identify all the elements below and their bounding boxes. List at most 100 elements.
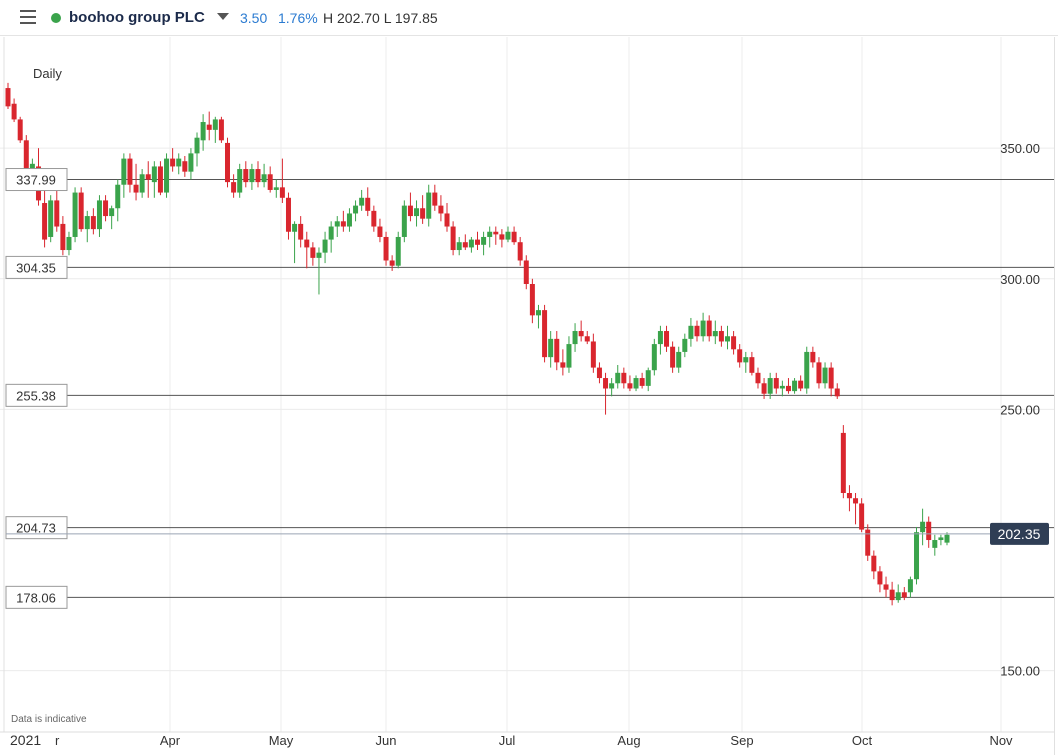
candle-body — [414, 208, 420, 217]
candle-body — [346, 213, 352, 227]
candle-body — [60, 223, 66, 251]
candle-body — [218, 119, 224, 141]
candle-body — [334, 221, 340, 227]
candle-body — [706, 320, 712, 337]
price-tick-label: 250.00 — [1000, 402, 1040, 417]
time-tick-label: Jun — [376, 733, 397, 748]
candle-body — [371, 210, 377, 227]
candle-body — [438, 205, 444, 214]
candle-body — [267, 174, 273, 190]
candle-body — [456, 242, 462, 251]
candle-body — [212, 119, 218, 130]
level-tag-label: 204.73 — [16, 521, 56, 536]
candle-body — [48, 200, 54, 237]
candle-body — [17, 119, 23, 141]
candle-body — [96, 200, 102, 230]
candle-body — [676, 351, 682, 368]
candle-body — [359, 197, 365, 206]
candle-body — [609, 383, 615, 389]
interval-label[interactable]: Daily — [33, 66, 62, 81]
level-tag-box — [5, 585, 68, 609]
candle-body — [767, 378, 773, 394]
candle-body — [279, 187, 285, 198]
candle-body — [66, 236, 72, 251]
candle-body — [340, 221, 346, 227]
candle-body — [505, 231, 511, 240]
candle-body — [846, 493, 852, 499]
candle-body — [664, 331, 670, 347]
candle-body — [468, 239, 474, 248]
candle-body — [517, 242, 523, 261]
candle-body — [72, 192, 78, 237]
candle-body — [865, 529, 871, 556]
candle-body — [651, 344, 657, 371]
candle-body — [688, 325, 694, 339]
instrument-name[interactable]: boohoo group PLC — [69, 9, 205, 26]
candle-body — [450, 226, 456, 251]
candle-body — [694, 325, 700, 337]
candle-body — [755, 372, 761, 384]
time-tick-label: Nov — [989, 733, 1013, 748]
candle-body — [700, 320, 706, 337]
candle-body — [157, 166, 163, 193]
candlestick-chart[interactable]: 350.00 300.00 250.00 150.00 337.99 304.35 255… — [0, 37, 1058, 755]
candle-body — [914, 532, 920, 580]
candle-body — [657, 331, 663, 345]
candle-body — [389, 260, 395, 266]
candle-body — [804, 351, 810, 389]
caret-down-icon[interactable] — [217, 13, 229, 20]
candle-body — [584, 336, 590, 342]
level-tag-box — [5, 168, 68, 192]
candle-body — [5, 88, 11, 107]
candle-body — [420, 208, 426, 219]
candle-body — [11, 103, 17, 120]
candle-body — [554, 338, 560, 363]
candle-body — [529, 284, 535, 316]
candle-body — [834, 388, 840, 397]
time-tick-label: Apr — [160, 733, 181, 748]
candle-body — [249, 169, 255, 183]
candle-body — [151, 166, 157, 183]
price-tick-label: 300.00 — [1000, 272, 1040, 287]
candle-body — [194, 137, 200, 154]
candle-body — [523, 260, 529, 284]
candle-body — [206, 124, 212, 130]
candle-body — [444, 213, 450, 227]
candle-body — [23, 140, 29, 175]
candle-body — [353, 205, 359, 214]
candle-body — [90, 216, 96, 230]
candle-body — [432, 192, 438, 206]
candle-body — [255, 169, 261, 183]
candle-body — [365, 197, 371, 211]
candle-body — [718, 331, 724, 342]
candle-body — [548, 338, 554, 358]
candle-body — [322, 239, 328, 253]
candle-body — [944, 534, 950, 543]
candle-body — [938, 537, 944, 541]
level-tag-label: 178.06 — [16, 590, 56, 605]
chart-header-bar: boohoo group PLC 3.50 1.76% H 202.70 L 1… — [0, 0, 1058, 36]
candle-body — [395, 236, 401, 266]
candle-body — [237, 169, 243, 193]
level-tag-label: 255.38 — [16, 388, 56, 403]
candle-body — [292, 223, 298, 232]
candle-body — [859, 503, 865, 530]
candle-body — [139, 174, 145, 193]
hamburger-menu-icon[interactable] — [20, 10, 36, 24]
candle-body — [462, 242, 468, 248]
level-labels: 337.99 304.35 255.38 204.73 178.06 — [5, 168, 68, 609]
candle-body — [926, 521, 932, 541]
level-tag-label: 337.99 — [16, 173, 56, 188]
candle-body — [493, 231, 499, 235]
price-tick-label: 350.00 — [1000, 141, 1040, 156]
time-axis: 2021 r Apr May Jun Jul Aug Sep Oct Nov — [0, 731, 1054, 748]
candle-body — [407, 205, 413, 217]
time-tick-label: Jul — [499, 733, 516, 748]
candle-body — [932, 540, 938, 548]
candle-body — [115, 184, 121, 209]
price-tick-label: 150.00 — [1000, 664, 1040, 679]
candle-body — [535, 310, 541, 316]
candle-body — [164, 158, 170, 193]
candle-body — [310, 247, 316, 258]
time-tick-label: r — [55, 733, 60, 748]
